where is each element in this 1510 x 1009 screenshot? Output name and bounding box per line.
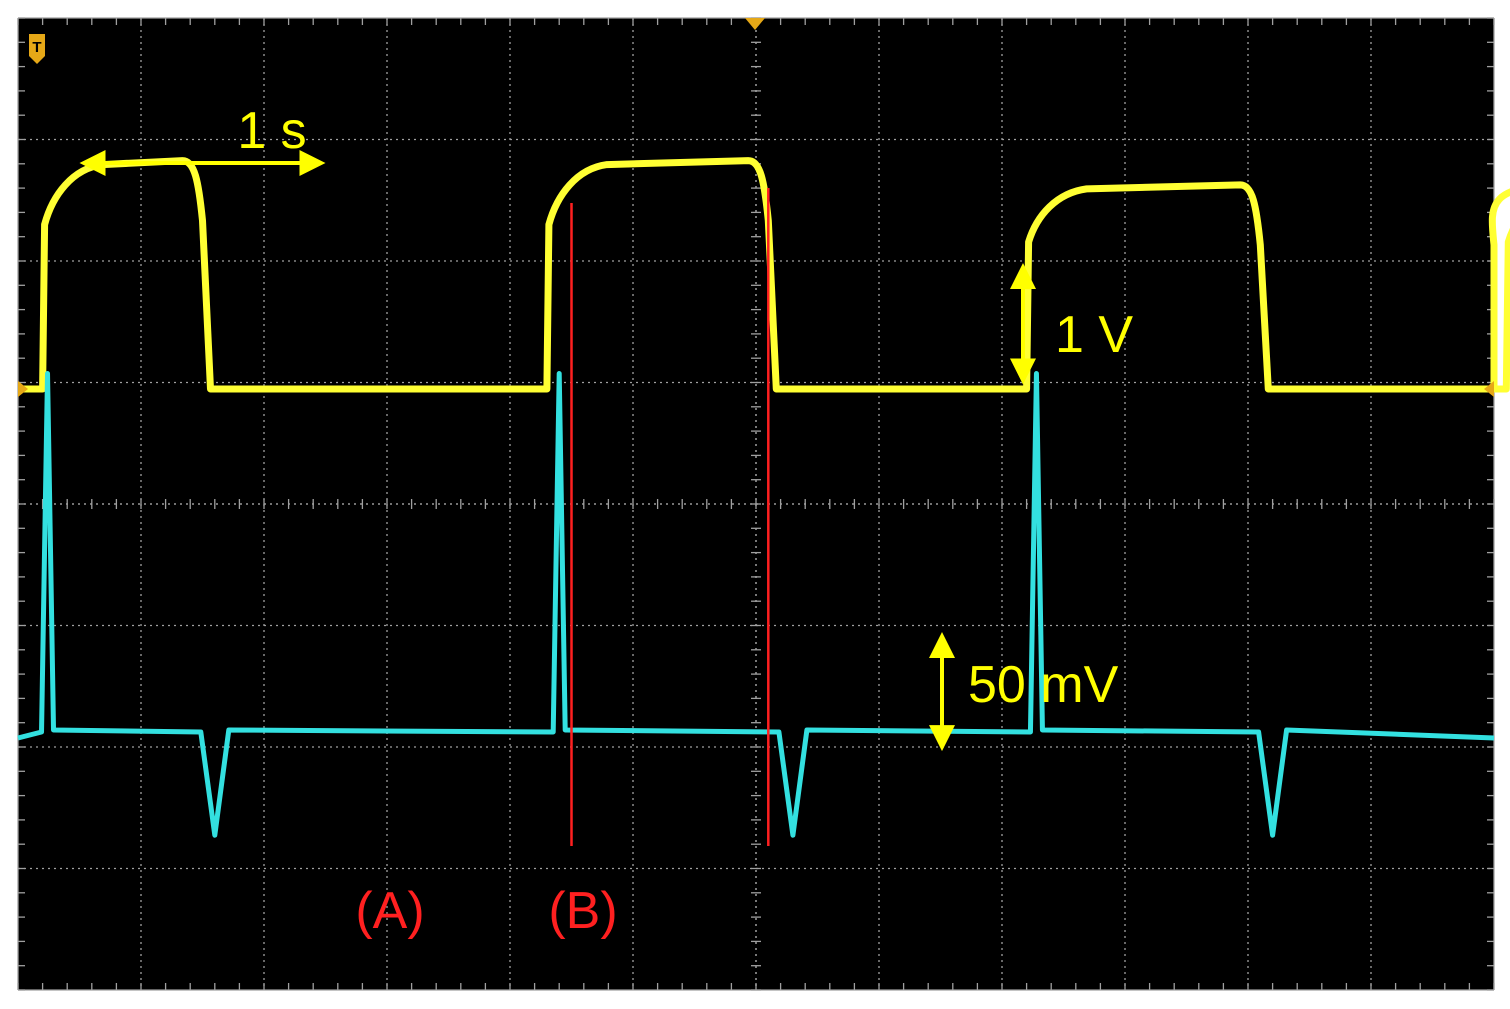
ch1-scale-label: 1 V xyxy=(1055,306,1133,364)
time-scale-arrow-head-left xyxy=(79,150,106,176)
trigger-t-icon: T xyxy=(29,34,45,64)
cursor-a-label: (A) xyxy=(355,882,424,940)
ch1-scale-arrow-head-top xyxy=(1010,263,1036,289)
triangle-down-icon xyxy=(745,18,765,30)
channel-2-waveform xyxy=(17,371,1495,838)
ch1-scale-arrow-head-bottom xyxy=(1010,358,1036,385)
channel-1-trace xyxy=(18,157,1510,397)
ch2-scale-arrow-head-bottom xyxy=(929,725,955,752)
time-scale-arrow-head-right xyxy=(299,150,326,176)
cursor-layer xyxy=(570,188,770,846)
ch2-scale-label: 50 mV xyxy=(968,656,1119,714)
time-scale-label: 1 s xyxy=(237,102,306,160)
channel-1-waveform xyxy=(18,157,1510,393)
channel-2-trace xyxy=(17,371,1495,838)
ch2-scale-arrow-head-top xyxy=(929,632,955,658)
graticule xyxy=(17,17,1495,991)
triangle-left-icon xyxy=(1484,381,1494,397)
trigger-label: T xyxy=(32,39,41,56)
triangle-right-icon xyxy=(18,381,28,397)
annotation-layer xyxy=(79,150,1036,752)
cursor-b-label: (B) xyxy=(548,882,617,940)
